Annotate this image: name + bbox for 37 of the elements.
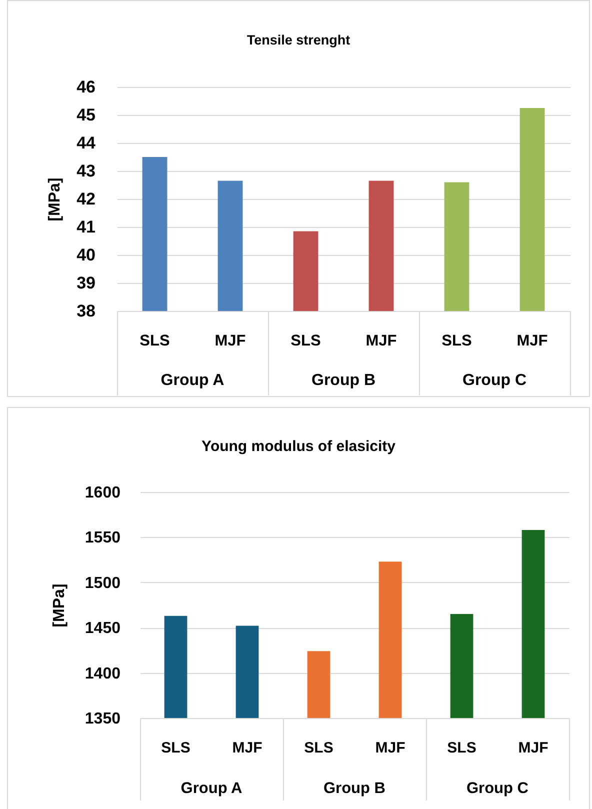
x-tick-label: SLS: [140, 332, 170, 350]
y-tick-label: 1350: [84, 710, 121, 728]
x-tick-label: SLS: [447, 740, 476, 756]
y-tick-label: 45: [76, 106, 96, 124]
text: Group C: [462, 372, 527, 389]
x-tick-label: MJF: [214, 332, 246, 350]
y-tick-label: 40: [76, 246, 96, 264]
x-tick-label: MJF: [232, 740, 262, 756]
text: Group A: [160, 372, 225, 389]
y-axis-title: [MPa]: [50, 584, 68, 628]
y-tick-label: 43: [76, 162, 96, 180]
x-tick-label: SLS: [304, 740, 334, 756]
y-tick-label: 1600: [84, 484, 121, 502]
y-tick-label: 1400: [84, 665, 121, 682]
y-tick-label: 44: [76, 134, 96, 152]
text: Group B: [312, 372, 376, 389]
y-tick-label: 41: [76, 218, 96, 236]
x-tick-label: MJF: [516, 332, 548, 350]
y-tick-label: 1550: [84, 530, 121, 547]
text: Group C: [466, 780, 528, 797]
y-axis-title: [MPa]: [46, 178, 64, 222]
x-tick-label: MJF: [375, 740, 406, 756]
y-tick-label: 1450: [84, 620, 121, 638]
x-tick-label: MJF: [518, 740, 548, 756]
y-tick-label: 42: [76, 190, 96, 208]
chart-title: Tensile strenght: [246, 32, 351, 48]
y-tick-label: 46: [76, 78, 96, 96]
x-tick-label: SLS: [290, 332, 321, 350]
chart-title: Young modulus of elasicity: [202, 438, 396, 455]
x-tick-label: SLS: [161, 740, 190, 756]
text: Group A: [180, 780, 242, 797]
y-tick-label: 38: [76, 302, 96, 320]
x-tick-label: SLS: [442, 332, 472, 350]
y-tick-label: 1500: [84, 574, 121, 592]
x-tick-label: MJF: [366, 332, 397, 350]
y-tick-label: 39: [76, 274, 96, 292]
text: Group B: [324, 780, 386, 797]
